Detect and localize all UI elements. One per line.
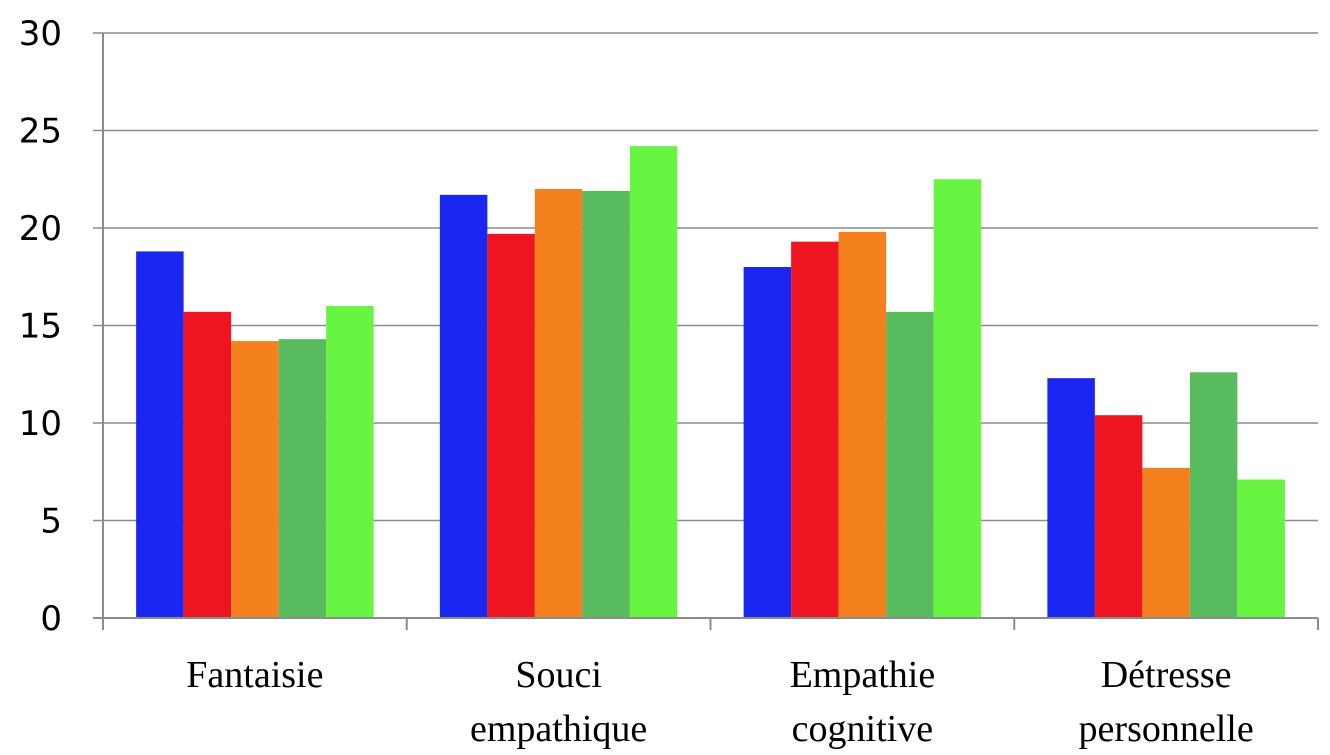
x-tick-label: Détresse (1101, 654, 1232, 696)
bar (439, 194, 488, 618)
bar (534, 189, 583, 618)
y-tick-label: 5 (40, 502, 62, 542)
y-tick-label: 25 (19, 112, 62, 152)
x-tick-label: Empathie (790, 654, 936, 696)
bars (136, 146, 1285, 618)
x-tick-label: cognitive (792, 708, 933, 750)
bar (1237, 479, 1285, 618)
bar (1094, 415, 1143, 618)
axes (93, 33, 1319, 630)
y-tick-label: 15 (19, 307, 62, 347)
bar (487, 233, 535, 618)
bar (278, 339, 327, 618)
bar (136, 251, 184, 618)
y-tick-label: 30 (19, 14, 62, 54)
bar (1142, 467, 1190, 618)
bar (629, 146, 678, 618)
y-tick-label: 20 (19, 209, 62, 249)
x-tick-label: Fantaisie (186, 654, 323, 696)
bar (838, 231, 887, 618)
bar (1047, 378, 1095, 618)
x-tick-label: personnelle (1079, 708, 1254, 750)
bar (886, 311, 934, 618)
y-tick-label: 0 (40, 599, 62, 639)
x-tick-label: Souci (515, 654, 602, 696)
bar (933, 179, 982, 618)
bar (743, 267, 792, 618)
bar (231, 341, 279, 618)
bar (326, 306, 374, 618)
bar (791, 241, 839, 618)
tick-labels: 0 5 10 15 20 25 30 Fantaisie Souci empathique Empa… (19, 14, 1254, 750)
bar (1189, 372, 1238, 618)
y-tick-label: 10 (19, 404, 62, 444)
bar (582, 190, 630, 618)
bar (183, 311, 232, 618)
x-tick-label: empathique (470, 708, 647, 750)
